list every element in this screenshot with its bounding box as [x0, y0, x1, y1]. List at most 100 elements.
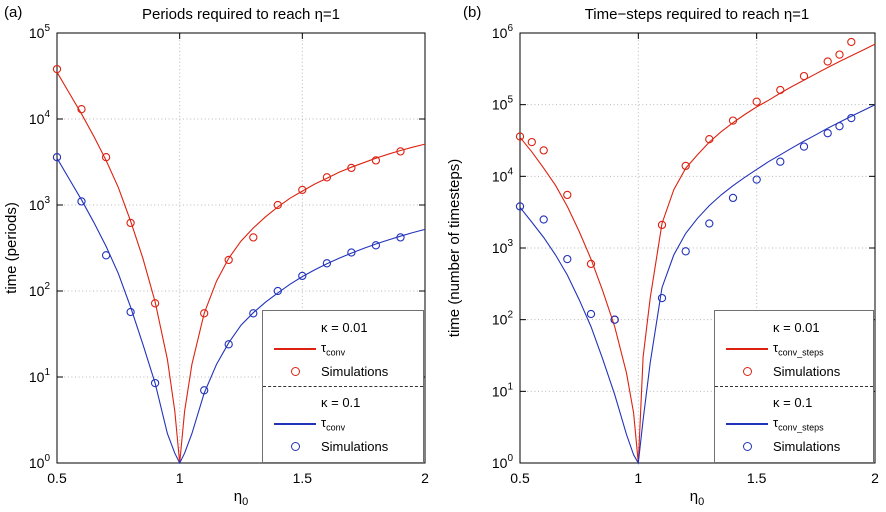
theory-curve: [519, 104, 876, 465]
sim-marker: [347, 248, 356, 257]
y-tick-label: 104: [492, 166, 514, 184]
sim-marker: [150, 299, 160, 308]
sim-marker: [728, 116, 738, 125]
x-tick-label: 0.5: [47, 470, 67, 486]
axes-box: [56, 32, 426, 464]
sim-marker: [681, 161, 690, 171]
series-simulations-k01: [52, 153, 405, 395]
sim-marker: [273, 200, 282, 210]
legend-row: Simulations: [721, 435, 867, 457]
sim-marker: [527, 137, 536, 147]
x-tick-label: 2: [871, 470, 879, 486]
legend-row: τconv_steps: [721, 413, 867, 435]
sim-marker: [224, 340, 233, 349]
x-tick-label: 1: [634, 470, 642, 486]
legend-line-icon: [726, 348, 768, 350]
x-axis-label-base: η: [234, 488, 242, 505]
sim-marker: [77, 105, 86, 114]
theory-curve: [519, 43, 876, 464]
x-axis-label-base: η: [690, 488, 698, 505]
y-tick-label: 105: [29, 23, 51, 41]
y-tick-label: 104: [29, 109, 51, 127]
legend: κ = 0.01 τconv Simulations κ = 0.1 τconv Simu…: [262, 310, 424, 463]
x-tick-label: 0.5: [510, 470, 530, 486]
legend-row: τconv_steps: [721, 338, 867, 360]
legend-line-icon: [274, 423, 316, 425]
series-tau-conv-k01: [56, 157, 426, 465]
legend-row: τconv: [269, 338, 417, 360]
series-simulations-k001: [52, 64, 405, 318]
y-tick-label: 100: [492, 453, 514, 471]
sim-marker: [298, 271, 307, 281]
sim-marker: [126, 307, 135, 317]
y-tick-label: 101: [29, 367, 51, 385]
legend-label: τconv: [321, 415, 346, 433]
sim-marker: [657, 293, 667, 303]
y-axis-label: time (periods): [3, 202, 20, 294]
sim-marker: [799, 142, 809, 151]
sim-marker: [847, 113, 856, 123]
legend-label: Simulations: [773, 363, 841, 379]
legend-label: τconv_steps: [773, 415, 824, 433]
sim-marker: [224, 255, 233, 265]
legend-circle-marker-icon: [742, 441, 752, 451]
legend-swatch: [721, 423, 773, 425]
sim-marker: [586, 259, 596, 269]
legend-line-icon: [726, 423, 768, 425]
sim-marker: [249, 233, 258, 242]
legend-label: κ = 0.01: [321, 319, 368, 335]
sim-marker: [52, 153, 62, 162]
sim-marker: [752, 175, 761, 184]
y-tick-label: 101: [492, 381, 514, 399]
sim-marker: [249, 309, 258, 318]
sim-marker: [681, 247, 690, 256]
sim-marker: [586, 309, 596, 319]
x-tick-label: 1.5: [293, 470, 313, 486]
sim-marker: [126, 218, 135, 228]
legend-swatch: [721, 348, 773, 350]
sim-marker: [539, 215, 548, 224]
theory-curve: [56, 157, 426, 465]
y-tick-label: 105: [492, 95, 514, 113]
legend-label: τconv_steps: [773, 340, 824, 358]
chart-a: 100 101 102 103 104 105 0.5 1 1.5 2 Periods requi…: [3, 4, 429, 508]
legend-row: τconv: [269, 413, 417, 435]
sim-marker: [101, 251, 111, 260]
sim-marker: [705, 135, 714, 144]
series-tau-conv-k001: [56, 71, 426, 464]
sim-marker: [799, 71, 809, 81]
panel-letter: (a): [4, 4, 22, 21]
x-tick-label: 2: [421, 470, 429, 486]
sim-marker: [563, 254, 572, 264]
sim-marker: [823, 57, 832, 66]
legend-separator-line: [263, 386, 423, 387]
legend-swatch: [269, 441, 321, 451]
sim-marker: [273, 286, 282, 296]
sim-marker: [52, 64, 62, 74]
theory-curve: [56, 71, 426, 464]
sim-marker: [322, 173, 332, 182]
sim-marker: [200, 309, 209, 318]
y-tick-label: 100: [29, 453, 51, 471]
legend-swatch: [269, 423, 321, 425]
x-axis-label: η0: [234, 488, 248, 508]
sim-marker: [823, 129, 832, 138]
series-simulations-steps-k001: [515, 37, 856, 324]
sim-marker: [77, 197, 86, 206]
legend-swatch: [269, 348, 321, 350]
legend-swatch: [721, 366, 773, 376]
legend-label: κ = 0.01: [773, 319, 820, 335]
sim-marker: [298, 185, 307, 195]
x-axis-label: η0: [690, 488, 704, 508]
legend-line-icon: [274, 348, 316, 350]
y-tick-label: 103: [492, 238, 514, 256]
sim-marker: [610, 315, 619, 324]
sim-marker: [200, 386, 209, 395]
x-tick-label: 1: [176, 470, 184, 486]
sim-marker: [515, 202, 525, 211]
legend-label: Simulations: [321, 363, 389, 379]
sim-marker: [396, 147, 405, 156]
sim-marker: [657, 220, 667, 230]
y-tick-label: 102: [29, 281, 51, 299]
legend-row: κ = 0.1: [269, 391, 417, 413]
